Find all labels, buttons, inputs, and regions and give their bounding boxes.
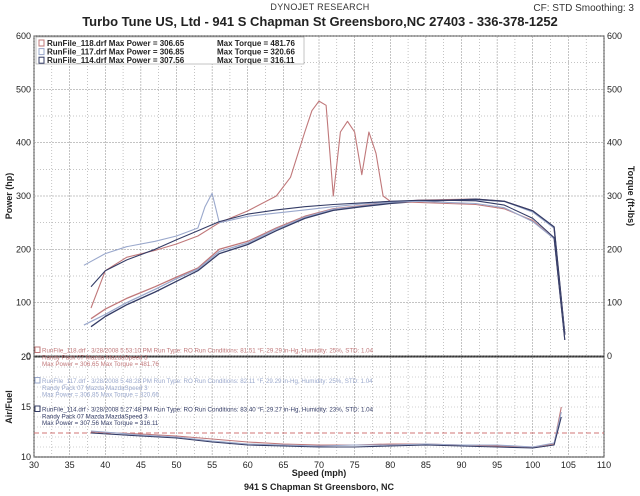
legend-swatch (38, 39, 45, 47)
y2-tick-label: 100 (607, 298, 622, 308)
x-tick-label: 35 (65, 460, 75, 470)
series-afr-run114 (90, 416, 562, 449)
y-tick-label: 0 (26, 351, 31, 361)
y-tick-label: 100 (16, 298, 31, 308)
x-tick-label: 55 (207, 460, 217, 470)
x-tick-label: 40 (100, 460, 110, 470)
legend-swatch (38, 56, 45, 64)
y2-tick-label: 600 (607, 31, 622, 41)
run-detail-conditions: RunFile_114.drf - 3/28/2008 5:27:48 PM R… (42, 407, 374, 414)
run-detail-vehicle: Randy Pack 07 Mazda MazdaSpeed 3 (42, 413, 148, 420)
x-tick-label: 50 (171, 460, 181, 470)
run-detail-max: Max Power = 306.85 Max Torque = 320.66 (42, 392, 159, 399)
afr-axis-label: Air/Fuel (4, 390, 14, 424)
x-tick-label: 95 (492, 460, 502, 470)
afr-tick-label: 20 (21, 352, 31, 362)
x-axis-label: Speed (mph) (292, 468, 347, 478)
series-torque-run118 (90, 100, 566, 341)
y2-tick-label: 200 (607, 244, 622, 254)
chart-title: Turbo Tune US, Ltd - 941 S Chapman St Gr… (82, 14, 558, 29)
legend-torque-entry: Max Torque = 320.66 (217, 48, 295, 57)
run-detail-swatch (34, 346, 41, 353)
y2-tick-label: 300 (607, 191, 622, 201)
legend-box (35, 36, 305, 65)
y2-tick-label: 500 (607, 84, 622, 94)
x-tick-label: 65 (278, 460, 288, 470)
x-tick-label: 70 (314, 460, 324, 470)
x-tick-label: 90 (456, 460, 466, 470)
run-detail-swatch (34, 405, 41, 412)
run-detail-swatch (34, 377, 41, 384)
legend-swatch (38, 48, 45, 56)
legend-torque-entry: Max Torque = 316.11 (217, 56, 295, 65)
header: DYNOJET RESEARCH CF: STD Smoothing: 3 Tu… (0, 0, 640, 40)
x-tick-label: 105 (561, 460, 576, 470)
brand-text: DYNOJET RESEARCH (270, 2, 370, 12)
x-tick-label: 80 (385, 460, 395, 470)
series-power-run114 (90, 198, 566, 335)
x-tick-label: 45 (136, 460, 146, 470)
x-tick-label: 60 (243, 460, 253, 470)
y2-tick-label: 400 (607, 138, 622, 148)
y-tick-label: 500 (16, 84, 31, 94)
x-tick-label: 110 (597, 460, 611, 470)
run-detail-max: Max Power = 307.56 Max Torque = 316.11 (42, 420, 159, 427)
y-axis-label: Power (hp) (4, 173, 14, 220)
x-tick-label: 85 (421, 460, 431, 470)
run-detail-conditions: RunFile_117.drf - 3/28/2008 5:48:28 PM R… (42, 378, 373, 385)
run-detail-max: Max Power = 306.65 Max Torque = 481.76 (42, 361, 159, 368)
legend-power-entry: RunFile_118.drf Max Power = 306.65 (47, 39, 185, 48)
series-torque-run117 (83, 192, 566, 341)
series-afr-run117 (90, 411, 562, 448)
x-tick-label: 30 (29, 460, 39, 470)
y2-axis-label: Torque (ft-lbs) (626, 166, 636, 226)
afr-tick-label: 15 (21, 402, 31, 412)
x-tick-label: 75 (350, 460, 360, 470)
run-detail-conditions: RunFile_118.drf - 3/28/2008 5:53:10 PM R… (42, 348, 374, 355)
y-tick-label: 600 (16, 31, 31, 41)
y-tick-label: 300 (16, 191, 31, 201)
afr-tick-label: 10 (21, 452, 31, 462)
legend-power-entry: RunFile_114.drf Max Power = 307.56 (47, 56, 185, 65)
run-detail-vehicle: Randy Pack 07 Mazda MazdaSpeed 3 (42, 354, 148, 361)
series-torque-run114 (90, 199, 566, 341)
y2-tick-label: 0 (607, 351, 612, 361)
y-tick-label: 200 (16, 244, 31, 254)
legend-torque-entry: Max Torque = 481.76 (217, 39, 295, 48)
x-tick-label: 100 (525, 460, 540, 470)
y-tick-label: 400 (16, 138, 31, 148)
legend-power-entry: RunFile_117.drf Max Power = 306.85 (47, 48, 185, 57)
settings-text: CF: STD Smoothing: 3 (533, 3, 634, 14)
footer-address: 941 S Chapman St Greensboro, NC (244, 482, 395, 492)
run-detail-vehicle: Randy Pack 07 Mazda MazdaSpeed 3 (42, 385, 148, 392)
